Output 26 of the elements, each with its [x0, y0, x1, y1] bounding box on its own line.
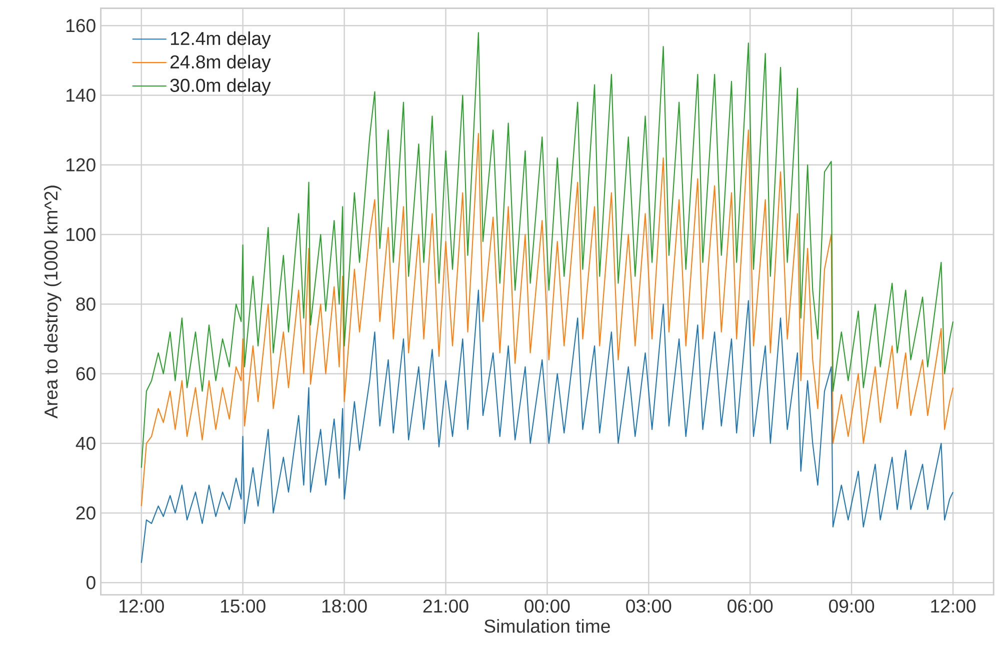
line-series	[140, 32, 954, 468]
y-tick-label: 100	[66, 228, 96, 242]
line-series	[140, 130, 954, 507]
y-tick-label: 60	[76, 367, 96, 380]
y-tick-label: 0	[86, 576, 96, 590]
y-tick-label: 140	[66, 88, 96, 102]
legend-label: 12.4m delay	[170, 31, 271, 49]
y-tick-label: 20	[76, 506, 96, 520]
legend-label: 30.0m delay	[170, 78, 271, 96]
legend-label: 24.8m delay	[170, 54, 271, 72]
x-tick-label: 12:00	[931, 599, 976, 613]
y-tick-label: 80	[76, 298, 96, 311]
y-tick-label: 160	[66, 19, 96, 32]
x-axis-title: Simulation time	[484, 619, 610, 633]
y-axis-title: Area to destroy (1000 km^2)	[44, 186, 62, 419]
x-tick-label: 00:00	[524, 599, 570, 613]
line-series	[140, 290, 954, 564]
x-tick-label: 12:00	[120, 599, 164, 613]
x-tick-label: 18:00	[322, 599, 367, 613]
y-tick-label: 120	[66, 158, 96, 172]
x-tick-label: 06:00	[728, 599, 773, 613]
x-tick-label: 09:00	[829, 599, 874, 613]
x-tick-label: 21:00	[423, 599, 468, 613]
y-tick-label: 40	[76, 436, 96, 450]
x-tick-label: 15:00	[220, 599, 266, 613]
x-tick-label: 03:00	[626, 599, 672, 613]
